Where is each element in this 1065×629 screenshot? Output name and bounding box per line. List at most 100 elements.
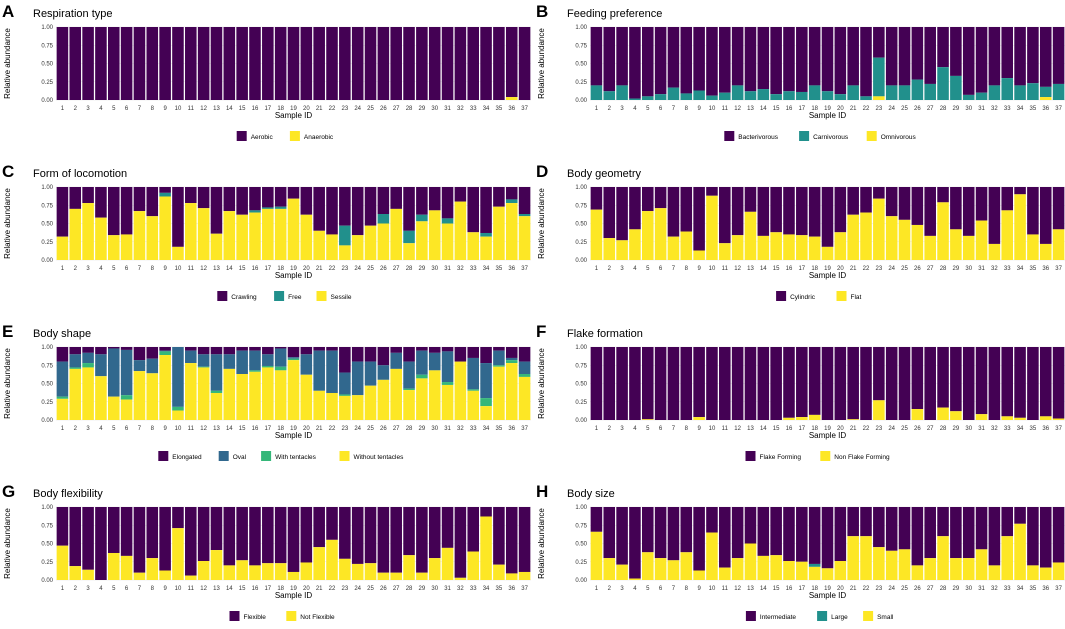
panel-h: H Body size Relative abundance 0.00 0.25 0.50… [536,482,1065,621]
bar-carnivorous [1001,78,1014,100]
x-tick-label: 1 [61,266,65,272]
bar-sessile [223,211,236,260]
y-tick-label: 0.00 [575,98,587,104]
bar-not-flexible [107,552,120,580]
bar-intermediate [654,507,667,559]
bar-carnivorous [962,94,975,100]
bar-without-tentacles [364,385,377,420]
y-tick-label: 0.50 [41,382,53,388]
x-tick-label: 16 [252,426,259,432]
bar-flexible [172,507,184,529]
bar-without-tentacles [133,371,146,420]
bar-aerobic [390,27,402,100]
y-tick-label: 0.50 [575,62,587,68]
bar-flexible [351,507,364,564]
x-tick-label: 28 [940,586,947,592]
bar-bacterivorous [911,27,924,80]
bar-elongated [287,347,300,358]
bar-small [1001,536,1014,580]
bar-carnivorous [847,85,859,100]
legend-swatch [817,611,828,621]
bar-cylindric [885,187,898,217]
x-tick-label: 3 [86,266,90,272]
bar-oval [493,350,505,366]
x-tick-label: 29 [953,106,960,112]
y-tick-label: 0.25 [575,400,587,406]
bar-non-flake-forming [937,407,949,420]
x-tick-label: 8 [685,266,689,272]
x-tick-label: 32 [457,106,464,112]
x-tick-label: 2 [74,266,78,272]
legend-swatch [863,611,874,621]
x-tick-label: 24 [888,266,895,272]
bar-crawling [313,187,325,231]
x-tick-label: 9 [697,586,701,592]
bar-oval [441,351,454,383]
x-tick-label: 9 [163,106,167,112]
bar-small [962,558,975,580]
x-tick-label: 34 [1017,426,1024,432]
bar-flat [885,216,898,260]
bar-flat [616,240,628,260]
bar-aerobic [236,27,248,100]
bar-cylindric [937,187,949,203]
bar-bacterivorous [898,27,911,86]
x-tick-label: 10 [175,586,182,592]
x-tick-label: 34 [1017,106,1024,112]
x-tick-label: 25 [901,266,908,272]
bar-sessile [403,243,415,260]
legend-label: Omnivorous [881,134,917,141]
x-tick-label: 32 [457,586,464,592]
bar-not-flexible [82,569,94,580]
x-tick-label: 27 [393,266,400,272]
bar-oval [146,358,159,374]
x-tick-label: 20 [303,426,310,432]
y-tick-label: 0.75 [41,43,53,49]
x-tick-label: 14 [760,426,767,432]
y-tick-label: 1.00 [575,185,587,191]
bar-carnivorous [937,67,949,100]
bar-carnivorous [1014,85,1026,100]
bar-aerobic [416,27,428,100]
bar-bacterivorous [616,27,628,86]
bar-aerobic [172,27,184,100]
x-tick-label: 36 [508,426,515,432]
x-tick-label: 37 [521,426,528,432]
bar-small [744,543,757,580]
x-tick-label: 30 [965,586,972,592]
bar-flat [654,208,667,260]
bar-free [403,230,415,244]
legend: Aerobic Anaerobic [236,131,334,141]
bar-carnivorous [898,85,911,100]
x-tick-label: 1 [595,266,599,272]
bar-flexible [274,507,287,564]
legend-swatch [158,451,169,461]
x-tick-label: 10 [175,426,182,432]
bar-flat [667,236,680,260]
bar-aerobic [223,27,236,100]
bar-without-tentacles [236,374,248,420]
bar-crawling [390,187,402,209]
legend-label: With tentacles [275,454,317,461]
bar-flat [821,246,834,260]
x-tick-label: 25 [901,586,908,592]
bar-aerobic [339,27,351,100]
x-tick-label: 31 [978,106,985,112]
bar-without-tentacles [159,355,171,420]
bar-oval [326,350,338,393]
bar-free [441,218,454,224]
y-axis-label: Relative abundance [537,348,546,419]
bar-cylindric [808,187,821,237]
panel-b: B Feeding preference Relative abundance 0.0… [536,2,1065,141]
bar-carnivorous [590,85,603,100]
bar-flat [834,232,847,260]
bar-without-tentacles [351,395,364,420]
bar-elongated [120,347,133,350]
x-tick-label: 22 [329,106,336,112]
x-tick-label: 6 [659,586,663,592]
x-tick-label: 30 [965,106,972,112]
bar-small [616,564,628,580]
panel-title: Form of locomotion [33,168,127,180]
x-tick-label: 10 [175,106,182,112]
y-tick-label: 0.00 [575,578,587,584]
